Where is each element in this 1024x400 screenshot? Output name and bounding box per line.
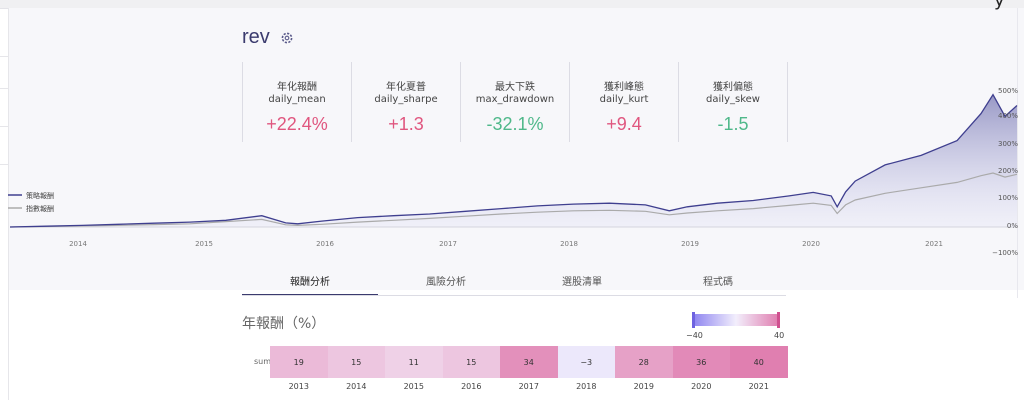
heatmap-year-label: 2015 (403, 382, 424, 391)
strategy-title: rev (242, 26, 270, 48)
x-tick-label: 2017 (439, 240, 457, 248)
metric-max-drawdown: 最大下跌 max_drawdown -32.1% (460, 62, 569, 142)
metric-label: 年化報酬 (277, 82, 317, 93)
y-tick-label: −100% (992, 249, 1018, 257)
x-tick-label: 2016 (316, 240, 334, 248)
chart-background (9, 8, 1024, 290)
heatmap-year-label: 2014 (346, 382, 367, 391)
right-divider (1017, 8, 1018, 298)
metric-key: daily_kurt (599, 94, 649, 105)
legend-strategy-label: 策略報酬 (26, 191, 54, 200)
tab-stock-list[interactable]: 選股清單 (562, 277, 602, 288)
y-tick-label: 300% (998, 140, 1018, 148)
heatmap-year-axis: 2013 2014 2015 2016 2017 2018 2019 2020 2021 (270, 382, 788, 391)
heatmap-row-label: sum (254, 357, 272, 366)
heatmap-year-label: 2020 (691, 382, 712, 391)
benchmark-line (9, 172, 1018, 228)
heatmap-cell: 40 (730, 346, 788, 378)
metric-label: 獲利偏態 (713, 82, 753, 93)
tabs-underline (242, 295, 786, 296)
left-tick (0, 88, 8, 89)
y-tick-label: 100% (998, 194, 1018, 202)
heatmap-year-label: 2016 (461, 382, 482, 391)
heatmap-cell: 28 (615, 346, 673, 378)
metric-label: 年化夏普 (386, 82, 426, 93)
heatmap-cell: 15 (327, 346, 385, 378)
legend-benchmark-label: 指數報酬 (26, 204, 54, 213)
metric-value: -32.1% (486, 114, 544, 134)
gear-icon[interactable] (280, 31, 294, 45)
heatmap-year-label: 2021 (748, 382, 769, 391)
heatmap-cell: 19 (270, 346, 328, 378)
strategy-line (9, 93, 1018, 228)
metric-annual-return: 年化報酬 daily_mean +22.4% (242, 62, 351, 142)
colorbar (694, 314, 778, 326)
tab-risk-analysis[interactable]: 風險分析 (426, 277, 466, 288)
metric-value: +1.3 (388, 114, 424, 134)
metric-label: 獲利峰態 (604, 82, 644, 93)
colorbar-min-label: −40 (686, 331, 703, 340)
heatmap-year-label: 2017 (518, 382, 539, 391)
left-tick (0, 56, 8, 57)
metric-key: daily_sharpe (374, 94, 438, 105)
heatmap-year-label: 2018 (576, 382, 597, 391)
heatmap-cell: 15 (442, 346, 500, 378)
metric-key: daily_mean (268, 94, 326, 105)
annual-return-title: 年報酬（%） (242, 316, 326, 332)
left-divider (8, 8, 9, 400)
heatmap-cell: 11 (385, 346, 443, 378)
colorbar-max-handle[interactable] (777, 312, 780, 328)
tab-return-analysis[interactable]: 報酬分析 (242, 272, 378, 296)
heatmap-year-label: 2013 (288, 382, 309, 391)
heatmap-year-label: 2019 (633, 382, 654, 391)
metric-sharpe: 年化夏普 daily_sharpe +1.3 (351, 62, 460, 142)
x-tick-label: 2014 (69, 240, 87, 248)
x-tick-label: 2020 (802, 240, 820, 248)
colorbar-max-label: 40 (774, 331, 785, 340)
metric-value: -1.5 (717, 114, 749, 134)
colorbar-min-handle[interactable] (692, 312, 695, 328)
y-tick-label: 200% (998, 167, 1018, 175)
y-tick-label: 500% (998, 87, 1018, 95)
corner-glyph: y (994, 0, 1005, 11)
x-tick-label: 2019 (681, 240, 699, 248)
strategy-area (10, 94, 1017, 227)
heatmap-cell: 34 (500, 346, 558, 378)
heatmap-cell: −3 (557, 346, 615, 378)
metric-value: +9.4 (606, 114, 642, 134)
left-tick (0, 164, 8, 165)
heatmap-cell: 36 (672, 346, 730, 378)
metric-skew: 獲利偏態 daily_skew -1.5 (678, 62, 788, 142)
metric-key: daily_skew (706, 94, 760, 105)
metric-kurtosis: 獲利峰態 daily_kurt +9.4 (569, 62, 678, 142)
x-tick-label: 2015 (195, 240, 213, 248)
cumulative-return-chart: 2014 2015 2016 2017 2018 2019 2020 2021 500% 400%… (8, 87, 1018, 257)
tab-code[interactable]: 程式碼 (703, 277, 733, 288)
annual-return-heatmap: 19 15 11 15 34 −3 28 36 40 (270, 346, 788, 378)
left-tick (0, 126, 8, 127)
y-tick-label: 400% (998, 112, 1018, 120)
x-tick-label: 2021 (925, 240, 943, 248)
metric-label: 最大下跌 (495, 82, 535, 93)
x-tick-label: 2018 (560, 240, 578, 248)
analysis-tabs: 報酬分析 風險分析 選股清單 程式碼 (242, 272, 786, 296)
metric-key: max_drawdown (475, 94, 555, 105)
metrics-panel: 年化報酬 daily_mean +22.4% 年化夏普 daily_sharpe… (242, 62, 788, 142)
y-tick-label: 0% (1007, 222, 1018, 230)
metric-value: +22.4% (266, 114, 328, 134)
